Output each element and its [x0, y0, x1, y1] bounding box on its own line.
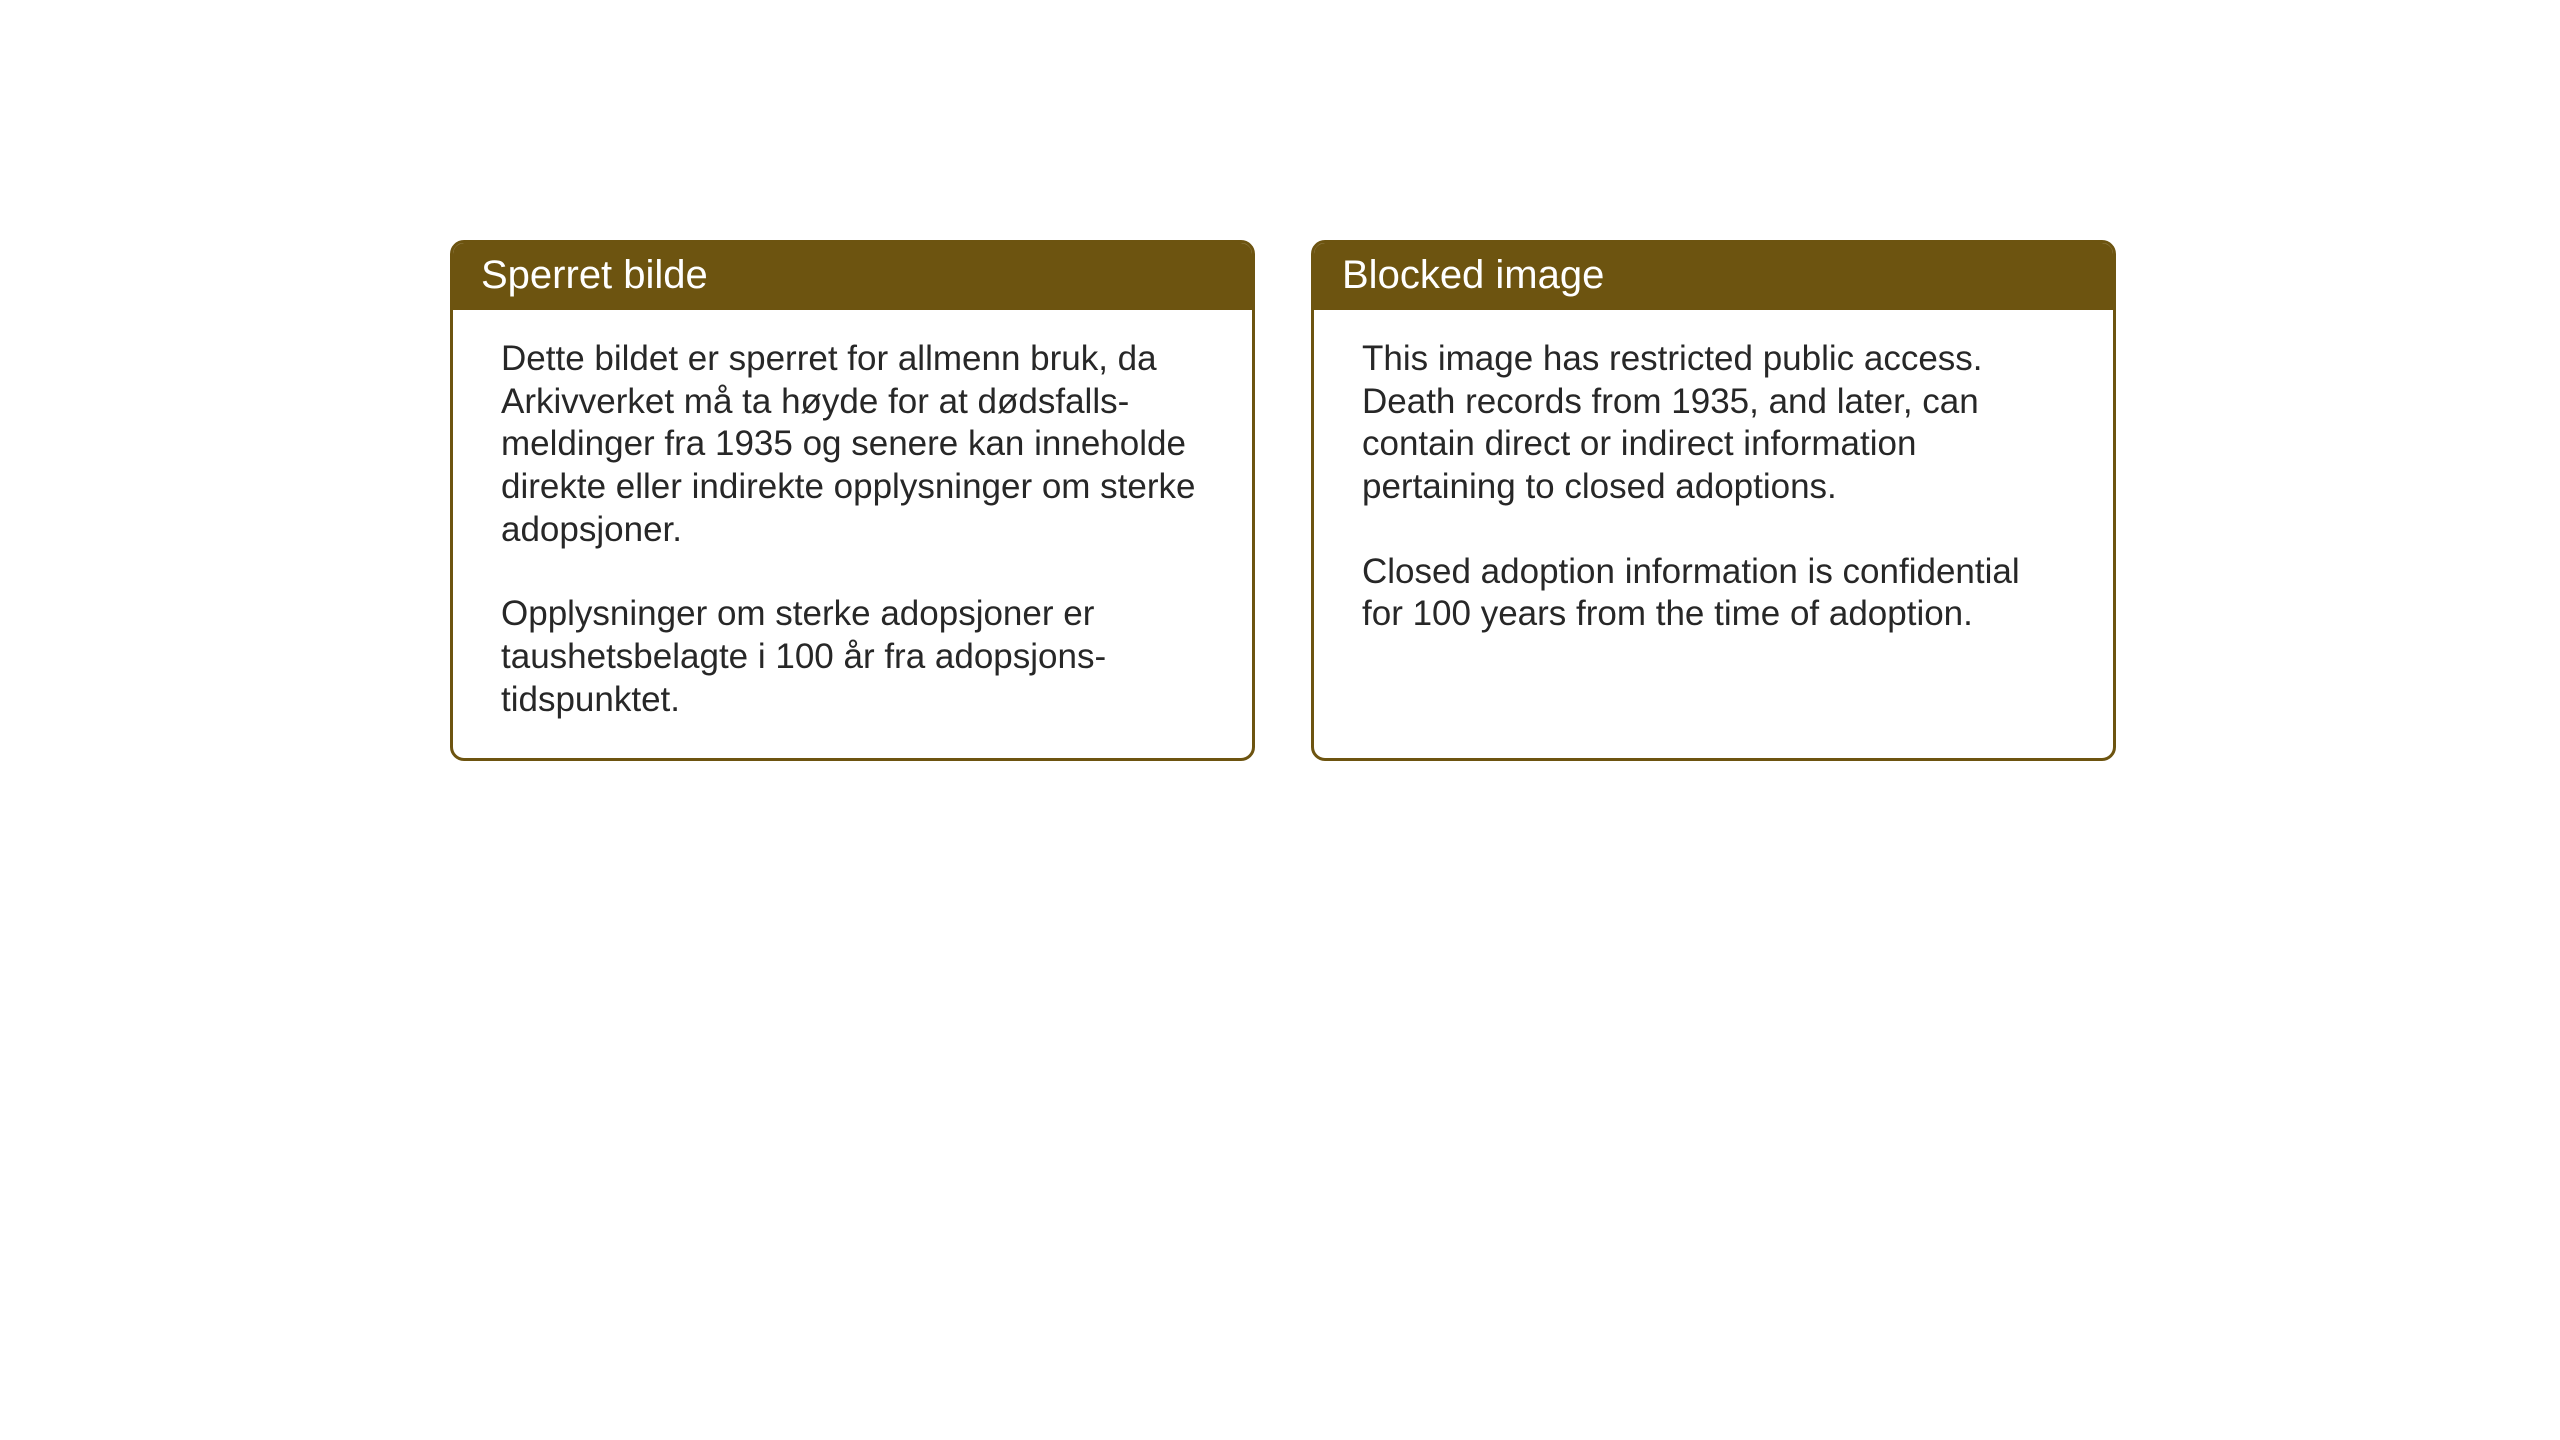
- notice-header-norwegian: Sperret bilde: [453, 243, 1252, 310]
- notice-cards-container: Sperret bilde Dette bildet er sperret fo…: [450, 240, 2116, 761]
- notice-header-english: Blocked image: [1314, 243, 2113, 310]
- notice-body-english: This image has restricted public access.…: [1314, 310, 2113, 672]
- notice-card-norwegian: Sperret bilde Dette bildet er sperret fo…: [450, 240, 1255, 761]
- notice-paragraph-1-english: This image has restricted public access.…: [1362, 338, 2069, 509]
- notice-paragraph-2-norwegian: Opplysninger om sterke adopsjoner er tau…: [501, 593, 1208, 721]
- notice-paragraph-1-norwegian: Dette bildet er sperret for allmenn bruk…: [501, 338, 1208, 551]
- notice-title-norwegian: Sperret bilde: [481, 253, 708, 297]
- notice-card-english: Blocked image This image has restricted …: [1311, 240, 2116, 761]
- notice-title-english: Blocked image: [1342, 253, 1604, 297]
- notice-body-norwegian: Dette bildet er sperret for allmenn bruk…: [453, 310, 1252, 758]
- notice-paragraph-2-english: Closed adoption information is confident…: [1362, 551, 2069, 636]
